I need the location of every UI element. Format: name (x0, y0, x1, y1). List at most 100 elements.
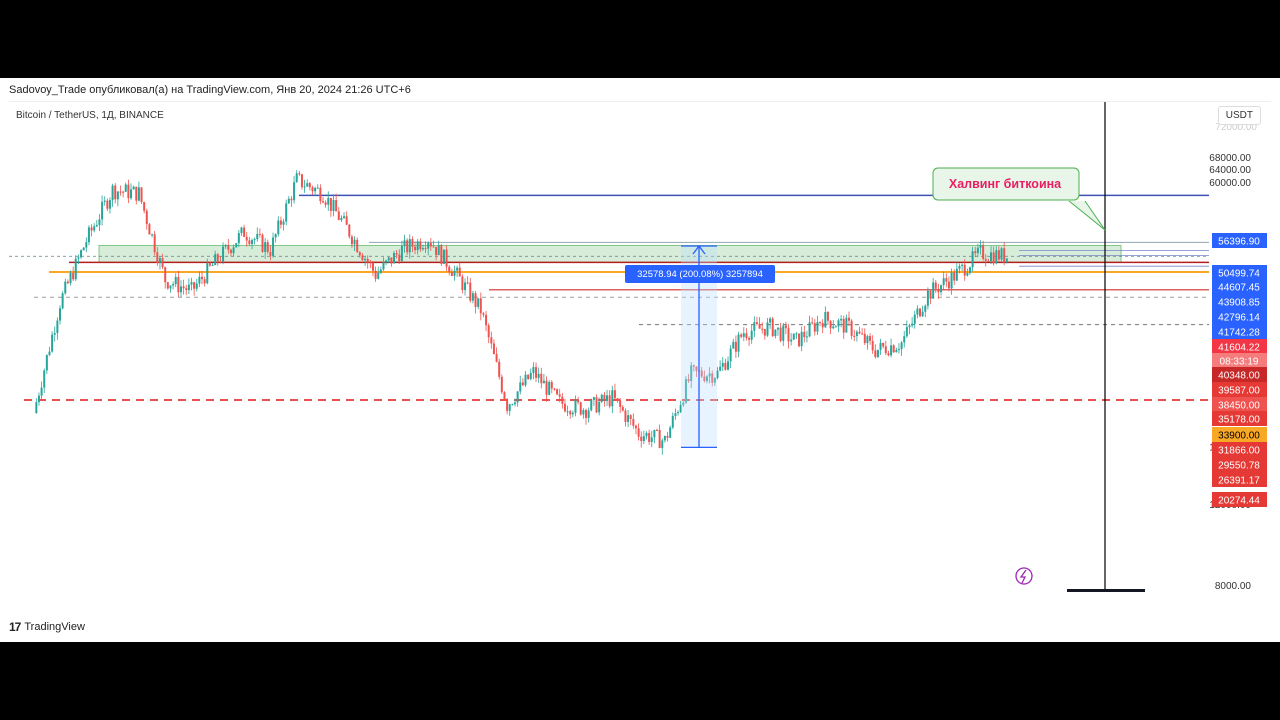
candle-body (193, 282, 196, 289)
candle-body (674, 413, 677, 416)
candle-body (214, 254, 217, 266)
price-label-bg (1212, 411, 1267, 426)
candle-body (303, 186, 306, 188)
candle-body (700, 370, 703, 377)
candle-body (219, 261, 222, 263)
candle-body (187, 284, 190, 291)
candle-body (203, 279, 206, 284)
chart-area[interactable]: 32578.94 (200.08%) 3257894 Халвинг биткои… (9, 101, 1271, 592)
candle-body (122, 191, 125, 193)
candle-body (374, 270, 377, 279)
candle-body (553, 388, 556, 390)
candle-body (279, 220, 282, 225)
candle-body (216, 254, 219, 262)
candle-body (256, 233, 259, 240)
price-label-bg (1212, 353, 1267, 368)
candle-body (364, 258, 367, 261)
candle-body (306, 183, 309, 187)
price-label-bg (1212, 492, 1267, 507)
price-label-bg (1212, 309, 1267, 324)
candle-body (863, 333, 866, 344)
candle-body (490, 337, 493, 344)
candle-body (634, 425, 637, 429)
candle-body (185, 288, 188, 291)
candle-body (385, 260, 388, 262)
candle-body (508, 404, 511, 411)
y-tick-label: 64000.00 (1209, 165, 1251, 176)
candle-body (727, 361, 730, 370)
candle-body (819, 322, 822, 324)
candle-body (642, 436, 645, 442)
candle-body (448, 266, 451, 273)
candle-body (858, 331, 861, 334)
candle-body (721, 362, 724, 367)
candle-body (59, 308, 61, 321)
candle-body (124, 184, 127, 192)
candle-body (190, 282, 193, 285)
candle-body (653, 429, 656, 438)
candle-body (421, 248, 424, 250)
candle-body (876, 349, 879, 357)
candle-body (440, 245, 443, 264)
candle-body (521, 382, 524, 386)
candle-body (93, 226, 96, 231)
candle-body (379, 269, 382, 273)
price-label: 38450.00 (1218, 401, 1260, 412)
measure-label-bg (625, 265, 775, 283)
candle-body (458, 267, 461, 277)
candle-body (997, 250, 1000, 260)
candle-body (987, 260, 990, 262)
candle-body (427, 242, 430, 249)
candle-body (808, 322, 811, 337)
candle-body (513, 402, 516, 405)
candle-body (464, 282, 467, 291)
currency-button[interactable]: USDT (1217, 106, 1261, 125)
candle-body (569, 411, 572, 415)
candle-body (821, 323, 824, 328)
candle-body (406, 240, 409, 253)
candle-body (164, 267, 167, 283)
candle-body (866, 336, 869, 344)
candle-body (390, 257, 393, 264)
candle-body (953, 272, 956, 281)
candle-body (61, 293, 64, 309)
price-chart-svg[interactable]: 32578.94 (200.08%) 3257894 Халвинг биткои… (9, 102, 1271, 592)
candle-body (811, 322, 814, 324)
candle-body (595, 397, 598, 413)
candle-body (500, 376, 503, 393)
candle-body (755, 322, 758, 324)
candle-body (769, 318, 772, 323)
candle-body (37, 395, 40, 403)
candle-body (824, 312, 827, 328)
candle-body (235, 243, 238, 248)
candle-body (850, 320, 853, 336)
price-label: 41604.22 (1218, 343, 1260, 354)
price-label-bg (1212, 442, 1267, 457)
candle-body (871, 340, 874, 351)
candle-body (253, 239, 256, 241)
candle-body (222, 246, 225, 262)
candle-body (272, 237, 275, 256)
candle-body (666, 436, 669, 438)
candle-body (350, 236, 353, 245)
candle-body (782, 325, 785, 341)
candle-body (80, 250, 83, 258)
candle-body (111, 185, 114, 201)
candle-body (416, 241, 419, 251)
candle-body (845, 317, 848, 333)
candle-body (56, 320, 59, 333)
candle-body (319, 187, 322, 202)
candle-body (151, 234, 154, 236)
candle-body (658, 429, 661, 448)
x-cursor-label-bg (1067, 589, 1145, 592)
candle-body (603, 394, 606, 401)
tradingview-snapshot: Sadovoy_Trade опубликовал(а) на TradingV… (0, 78, 1280, 642)
candle-body (637, 428, 640, 437)
candle-body (695, 366, 698, 371)
candle-body (724, 362, 727, 370)
candle-body (861, 333, 864, 335)
candle-body (329, 197, 332, 211)
candle-body (887, 353, 890, 356)
candle-body (174, 276, 177, 285)
candle-body (990, 252, 993, 262)
